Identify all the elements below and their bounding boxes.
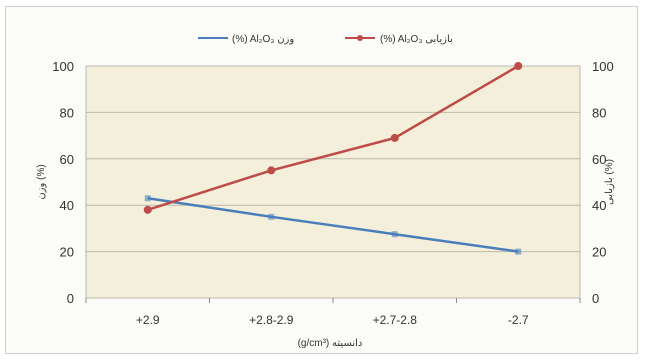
y-axis-title-right: بازیابی (%) [604, 159, 615, 205]
x-tick-label: -2.7 [508, 313, 529, 327]
legend-label-series-1: (%) Al₂O₃ وزن [232, 34, 294, 45]
x-axis-title: (g/cm³) دانسیته [298, 338, 363, 349]
y-tick-label-right: 0 [592, 291, 599, 306]
y-tick-label-right: 20 [592, 245, 606, 260]
legend-marker-series-2 [357, 35, 363, 41]
x-tick-label: +2.9 [136, 313, 160, 327]
data-point-series-1 [144, 195, 151, 202]
y-tick-label-left: 60 [60, 152, 74, 167]
legend: (%) Al₂O₃ وزن (%) Al₂O₃ بازیابی [198, 34, 453, 45]
series-group [143, 62, 523, 255]
y-tick-label-right: 80 [592, 105, 606, 120]
plot-area [86, 66, 580, 298]
series-line-2 [147, 64, 519, 212]
legend-label-series-2: (%) Al₂O₃ بازیابی [380, 34, 453, 45]
series-line-1 [147, 197, 519, 253]
gridlines [85, 65, 581, 303]
y-tick-label-left: 40 [60, 198, 74, 213]
data-point-series-1 [268, 213, 275, 220]
data-point-series-1 [391, 231, 398, 238]
y-tick-label-left: 100 [52, 59, 74, 74]
x-tick-label: +2.8-2.9 [249, 313, 294, 327]
y-tick-label-left: 20 [60, 245, 74, 260]
y-axis-title-left: وزن (%) [36, 164, 47, 199]
data-point-series-2 [143, 205, 152, 214]
y-tick-label-left: 0 [67, 291, 74, 306]
data-point-series-2 [514, 62, 523, 70]
y-tick-label-right: 40 [592, 198, 606, 213]
data-point-series-2 [390, 133, 399, 142]
x-tick-label: +2.7-2.8 [373, 313, 418, 327]
y-tick-label-right: 100 [592, 59, 614, 74]
data-point-series-2 [267, 166, 276, 175]
y-tick-label-right: 60 [592, 152, 606, 167]
y-tick-label-left: 80 [60, 105, 74, 120]
data-point-series-1 [515, 248, 522, 255]
tick-labels: 0 0 20 20 40 40 60 60 80 80 100 100 +2.9 +2.8-2.9 +2.7… [52, 59, 613, 327]
